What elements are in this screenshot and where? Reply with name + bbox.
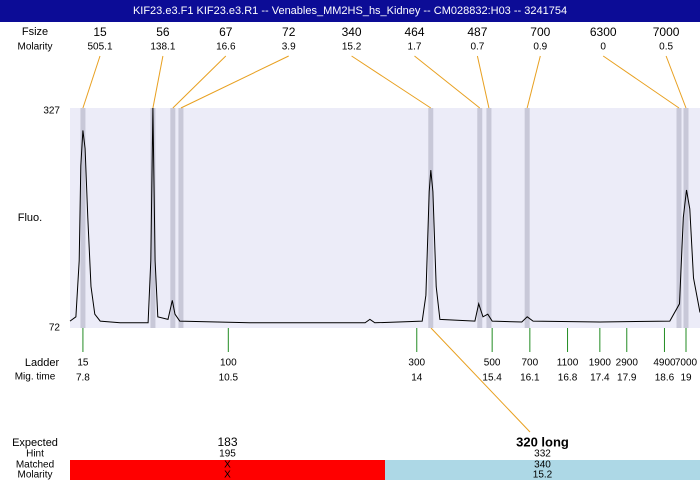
match-bar — [385, 460, 700, 480]
standard-band — [80, 108, 86, 328]
ladder-size: 300 — [408, 358, 425, 369]
standard-size: 72 — [282, 25, 296, 39]
plot-area — [70, 108, 700, 328]
standard-band — [486, 108, 492, 328]
size-label: Fsize — [22, 26, 48, 38]
fluorescence-trace — [69, 107, 700, 324]
result-molarity: X — [224, 470, 231, 480]
result-matched: 340 — [534, 460, 551, 471]
ladder-time: 10.5 — [219, 373, 239, 384]
mig-time-label: Mig. time — [15, 372, 56, 383]
y-tick-label: 72 — [49, 323, 61, 334]
standard-connector — [414, 55, 481, 109]
ladder-time: 7.8 — [76, 373, 90, 384]
standard-band — [524, 108, 530, 328]
standard-molarity: 0 — [600, 42, 606, 53]
standard-size: 67 — [219, 25, 233, 39]
result-expected: 320 long — [516, 434, 569, 449]
title-bar — [0, 0, 700, 22]
standard-connector — [665, 55, 687, 109]
match-bar — [70, 460, 385, 480]
ladder-size: 700 — [522, 358, 539, 369]
ladder-time: 16.8 — [558, 373, 578, 384]
standard-band — [676, 108, 682, 328]
ladder-size: 100 — [220, 358, 237, 369]
standard-connector — [180, 55, 289, 109]
row-label: Matched — [16, 460, 54, 471]
y-axis-label: Fluo. — [18, 212, 42, 224]
standard-size: 700 — [530, 25, 550, 39]
standard-connector — [172, 55, 227, 109]
standard-size: 340 — [342, 25, 362, 39]
standard-molarity: 0.7 — [470, 42, 484, 53]
standard-molarity: 15.2 — [342, 42, 362, 53]
row-label: Expected — [12, 437, 58, 449]
ladder-size: 1100 — [557, 358, 579, 369]
ladder-time: 17.4 — [590, 373, 610, 384]
standard-size: 464 — [404, 25, 424, 39]
standard-band — [477, 108, 483, 328]
standard-molarity: 138.1 — [150, 42, 175, 53]
standard-size: 487 — [467, 25, 487, 39]
result-molarity: 15.2 — [533, 470, 553, 480]
standard-band — [178, 108, 184, 328]
standard-molarity: 16.6 — [216, 42, 236, 53]
result-expected: 183 — [217, 435, 237, 449]
row-label: Hint — [26, 449, 44, 460]
title: KIF23.e3.F1 KIF23.e3.R1 -- Venables_MM2H… — [133, 5, 567, 17]
standard-connector — [476, 55, 490, 109]
standard-connector — [351, 55, 432, 109]
ladder-time: 18.6 — [655, 373, 675, 384]
ladder-label: Ladder — [25, 357, 60, 369]
standard-size: 7000 — [653, 25, 680, 39]
ladder-time: 17.9 — [617, 373, 637, 384]
standard-band — [683, 108, 689, 328]
standard-band — [150, 108, 156, 328]
standard-connector — [602, 55, 680, 109]
ladder-size: 2900 — [616, 358, 639, 369]
ladder-time: 16.1 — [520, 373, 540, 384]
standard-molarity: 1.7 — [408, 42, 422, 53]
ladder-size: 7000 — [675, 358, 698, 369]
ladder-size: 1900 — [589, 358, 612, 369]
y-tick-label: 327 — [43, 106, 60, 117]
ladder-size: 4900 — [653, 358, 676, 369]
standard-molarity: 505.1 — [87, 42, 112, 53]
standard-molarity: 3.9 — [282, 42, 296, 53]
result-matched: X — [224, 460, 231, 471]
ladder-time: 15.4 — [482, 373, 502, 384]
molarity-label: Molarity — [17, 42, 52, 53]
standard-connector — [526, 55, 541, 109]
hint-connector — [430, 327, 531, 433]
standard-size: 56 — [156, 25, 170, 39]
standard-size: 6300 — [590, 25, 617, 39]
row-label: Molarity — [17, 470, 52, 480]
ladder-size: 500 — [484, 358, 501, 369]
ladder-time: 19 — [680, 373, 692, 384]
standard-molarity: 0.5 — [659, 42, 673, 53]
standard-band — [170, 108, 176, 328]
ladder-time: 14 — [411, 373, 423, 384]
result-hint: 332 — [534, 449, 551, 460]
standard-size: 15 — [93, 25, 107, 39]
standard-band — [428, 108, 434, 328]
result-hint: 195 — [219, 449, 236, 460]
standard-molarity: 0.9 — [533, 42, 547, 53]
standard-connector — [82, 55, 101, 109]
standard-connector — [152, 55, 164, 109]
ladder-size: 15 — [77, 358, 89, 369]
